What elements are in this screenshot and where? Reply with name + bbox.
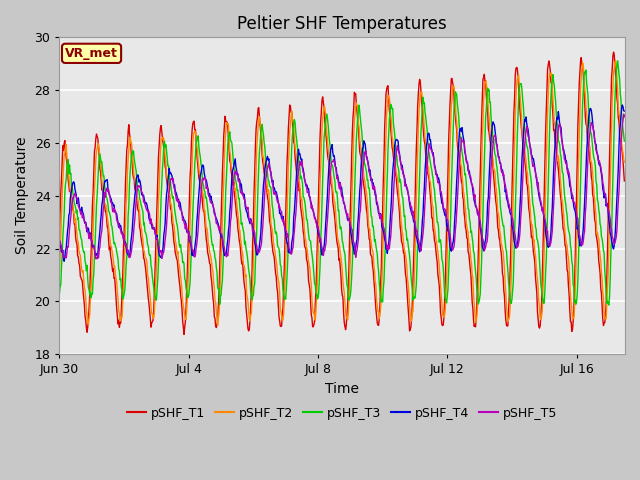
pSHF_T2	[374, 308, 381, 314]
pSHF_T4	[618, 102, 626, 108]
pSHF_T2	[436, 281, 444, 287]
pSHF_T1	[436, 310, 444, 315]
pSHF_T3	[199, 180, 207, 186]
pSHF_T3	[338, 229, 346, 235]
pSHF_T3	[621, 138, 628, 144]
pSHF_T1	[56, 235, 63, 241]
pSHF_T2	[621, 159, 628, 165]
Y-axis label: Soil Temperature: Soil Temperature	[15, 137, 29, 254]
X-axis label: Time: Time	[325, 382, 359, 396]
pSHF_T2	[56, 270, 63, 276]
pSHF_T2	[612, 58, 620, 64]
pSHF_T5	[436, 189, 444, 195]
pSHF_T1	[371, 296, 379, 302]
pSHF_T5	[371, 189, 379, 195]
pSHF_T3	[614, 58, 621, 64]
pSHF_T1	[298, 214, 306, 219]
pSHF_T2	[199, 191, 207, 197]
pSHF_T3	[436, 238, 444, 243]
Text: VR_met: VR_met	[65, 47, 118, 60]
pSHF_T3	[373, 251, 381, 256]
pSHF_T1	[200, 208, 207, 214]
pSHF_T5	[56, 239, 63, 245]
pSHF_T4	[200, 164, 207, 169]
pSHF_T4	[374, 205, 381, 211]
pSHF_T5	[620, 111, 627, 117]
Line: pSHF_T2: pSHF_T2	[60, 61, 625, 325]
pSHF_T4	[60, 258, 68, 264]
pSHF_T1	[339, 292, 346, 298]
pSHF_T4	[371, 192, 379, 198]
pSHF_T3	[371, 239, 378, 244]
pSHF_T3	[56, 290, 63, 296]
Line: pSHF_T1: pSHF_T1	[60, 52, 625, 335]
pSHF_T4	[436, 192, 444, 197]
pSHF_T2	[214, 323, 221, 328]
pSHF_T3	[298, 173, 305, 179]
pSHF_T5	[92, 256, 100, 262]
pSHF_T5	[374, 203, 381, 209]
pSHF_T1	[374, 322, 381, 328]
pSHF_T1	[180, 332, 188, 337]
pSHF_T2	[298, 196, 306, 202]
Line: pSHF_T4: pSHF_T4	[60, 105, 625, 261]
pSHF_T1	[621, 178, 628, 184]
Title: Peltier SHF Temperatures: Peltier SHF Temperatures	[237, 15, 447, 33]
pSHF_T3	[605, 302, 612, 308]
Line: pSHF_T5: pSHF_T5	[60, 114, 625, 259]
Legend: pSHF_T1, pSHF_T2, pSHF_T3, pSHF_T4, pSHF_T5: pSHF_T1, pSHF_T2, pSHF_T3, pSHF_T4, pSHF…	[122, 402, 563, 424]
pSHF_T2	[339, 266, 346, 272]
pSHF_T1	[610, 49, 618, 55]
pSHF_T2	[371, 278, 379, 284]
pSHF_T5	[621, 114, 628, 120]
pSHF_T4	[298, 156, 306, 162]
pSHF_T4	[56, 240, 63, 245]
Line: pSHF_T3: pSHF_T3	[60, 61, 625, 305]
pSHF_T5	[298, 158, 306, 164]
pSHF_T4	[339, 191, 346, 196]
pSHF_T5	[339, 194, 346, 200]
pSHF_T5	[200, 177, 207, 183]
pSHF_T4	[621, 108, 628, 114]
